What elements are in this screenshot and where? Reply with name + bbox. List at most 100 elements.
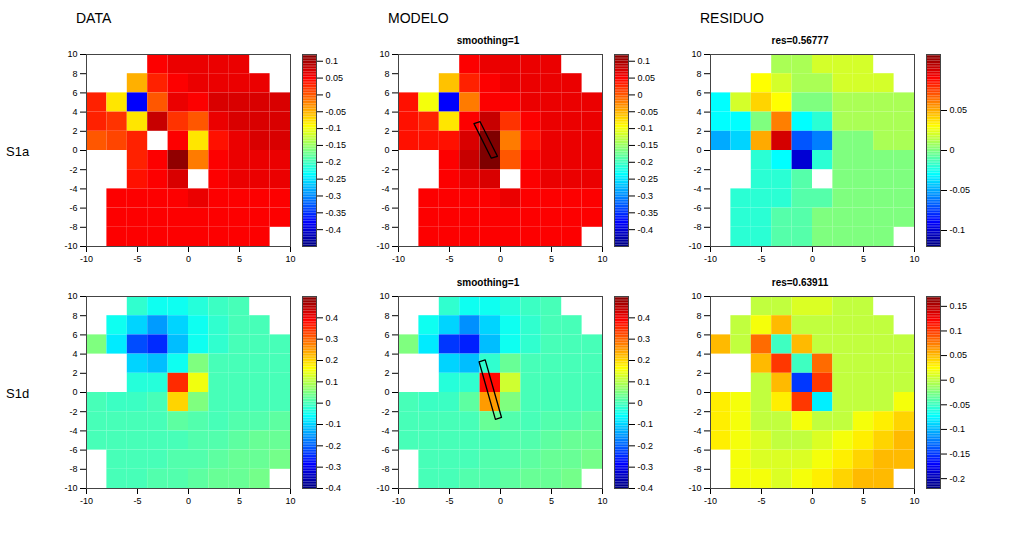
- svg-text:0.3: 0.3: [326, 334, 339, 344]
- svg-text:0.4: 0.4: [326, 313, 339, 323]
- svg-text:4: 4: [384, 349, 389, 359]
- svg-text:-4: -4: [381, 426, 389, 436]
- svg-text:2: 2: [72, 126, 77, 136]
- svg-text:0: 0: [72, 387, 77, 397]
- svg-text:8: 8: [384, 311, 389, 321]
- svg-text:0: 0: [638, 398, 643, 408]
- svg-text:-10: -10: [80, 254, 93, 264]
- svg-text:-6: -6: [693, 203, 701, 213]
- svg-text:5: 5: [549, 254, 554, 264]
- svg-text:0.2: 0.2: [638, 355, 651, 365]
- svg-text:-5: -5: [133, 254, 141, 264]
- svg-text:-8: -8: [69, 222, 77, 232]
- svg-text:4: 4: [696, 349, 701, 359]
- svg-text:-4: -4: [69, 426, 77, 436]
- svg-text:2: 2: [696, 368, 701, 378]
- svg-text:-0.2: -0.2: [638, 157, 654, 167]
- svg-text:0.1: 0.1: [638, 377, 651, 387]
- svg-text:0.05: 0.05: [950, 105, 968, 115]
- svg-text:0.2: 0.2: [326, 355, 339, 365]
- svg-text:4: 4: [696, 107, 701, 117]
- svg-text:5: 5: [549, 496, 554, 506]
- svg-text:-0.35: -0.35: [326, 208, 347, 218]
- svg-text:0.1: 0.1: [638, 56, 651, 66]
- svg-text:-0.05: -0.05: [950, 400, 971, 410]
- svg-text:0.1: 0.1: [326, 377, 339, 387]
- svg-text:-2: -2: [69, 165, 77, 175]
- svg-text:-5: -5: [445, 254, 453, 264]
- svg-text:6: 6: [384, 88, 389, 98]
- svg-text:-0.4: -0.4: [326, 225, 342, 235]
- svg-text:-0.1: -0.1: [638, 419, 654, 429]
- svg-text:-0.2: -0.2: [326, 441, 342, 451]
- svg-text:10: 10: [597, 254, 607, 264]
- svg-text:-0.3: -0.3: [638, 191, 654, 201]
- svg-text:4: 4: [72, 349, 77, 359]
- svg-text:10: 10: [691, 49, 701, 59]
- svg-text:2: 2: [72, 368, 77, 378]
- svg-text:-0.05: -0.05: [326, 107, 347, 117]
- svg-text:5: 5: [237, 254, 242, 264]
- svg-text:8: 8: [696, 311, 701, 321]
- svg-text:-0.3: -0.3: [326, 191, 342, 201]
- svg-text:0: 0: [638, 90, 643, 100]
- svg-text:-0.2: -0.2: [950, 474, 966, 484]
- svg-text:-2: -2: [69, 407, 77, 417]
- svg-text:-8: -8: [693, 464, 701, 474]
- svg-text:-0.1: -0.1: [326, 419, 342, 429]
- svg-text:0: 0: [186, 496, 191, 506]
- svg-text:6: 6: [696, 330, 701, 340]
- svg-text:5: 5: [861, 496, 866, 506]
- svg-text:10: 10: [379, 49, 389, 59]
- svg-text:10: 10: [67, 49, 77, 59]
- svg-text:0.15: 0.15: [950, 301, 968, 311]
- svg-text:-2: -2: [381, 165, 389, 175]
- svg-text:-10: -10: [704, 496, 717, 506]
- svg-text:-2: -2: [381, 407, 389, 417]
- svg-text:-8: -8: [381, 222, 389, 232]
- svg-text:-0.1: -0.1: [638, 123, 654, 133]
- svg-text:0.05: 0.05: [950, 350, 968, 360]
- svg-text:0.3: 0.3: [638, 334, 651, 344]
- svg-text:-6: -6: [381, 445, 389, 455]
- svg-text:0: 0: [384, 145, 389, 155]
- svg-text:10: 10: [909, 254, 919, 264]
- svg-text:-10: -10: [688, 483, 701, 493]
- svg-text:0: 0: [498, 254, 503, 264]
- svg-text:-8: -8: [69, 464, 77, 474]
- svg-text:10: 10: [67, 291, 77, 301]
- svg-text:-0.4: -0.4: [326, 483, 342, 493]
- svg-text:6: 6: [696, 88, 701, 98]
- svg-text:-10: -10: [376, 241, 389, 251]
- svg-text:-5: -5: [757, 254, 765, 264]
- svg-text:-10: -10: [64, 483, 77, 493]
- svg-text:0: 0: [696, 387, 701, 397]
- svg-text:10: 10: [285, 496, 295, 506]
- svg-text:-8: -8: [381, 464, 389, 474]
- svg-text:-4: -4: [69, 184, 77, 194]
- svg-text:-4: -4: [693, 184, 701, 194]
- svg-text:-6: -6: [381, 203, 389, 213]
- svg-text:-10: -10: [80, 496, 93, 506]
- svg-text:-5: -5: [757, 496, 765, 506]
- svg-text:5: 5: [237, 496, 242, 506]
- svg-text:-0.05: -0.05: [950, 185, 971, 195]
- svg-text:8: 8: [72, 69, 77, 79]
- svg-text:-10: -10: [704, 254, 717, 264]
- svg-text:-0.25: -0.25: [638, 174, 659, 184]
- svg-text:8: 8: [696, 69, 701, 79]
- svg-text:-8: -8: [693, 222, 701, 232]
- svg-text:-0.2: -0.2: [638, 441, 654, 451]
- svg-text:10: 10: [597, 496, 607, 506]
- svg-text:0: 0: [950, 375, 955, 385]
- svg-text:0: 0: [326, 90, 331, 100]
- svg-text:0: 0: [186, 254, 191, 264]
- svg-text:-0.35: -0.35: [638, 208, 659, 218]
- svg-text:2: 2: [384, 368, 389, 378]
- svg-text:-4: -4: [381, 184, 389, 194]
- svg-text:-0.15: -0.15: [326, 140, 347, 150]
- svg-text:0: 0: [72, 145, 77, 155]
- svg-text:-0.1: -0.1: [326, 123, 342, 133]
- svg-text:4: 4: [72, 107, 77, 117]
- svg-text:-6: -6: [693, 445, 701, 455]
